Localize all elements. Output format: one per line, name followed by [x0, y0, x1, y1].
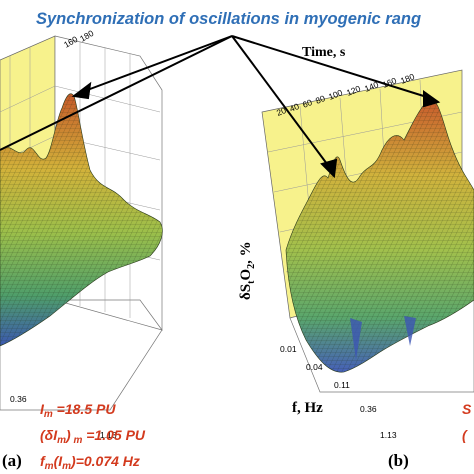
panel-b-time-tick: 80: [314, 93, 327, 106]
panel-a-label: (a): [2, 451, 22, 470]
figure-title: Synchronization of oscillations in myoge…: [36, 10, 421, 28]
panel-a-im-value: Im =18.5 PU: [40, 401, 116, 420]
panel-b-label: (b): [388, 451, 409, 470]
panel-b: Time, s 20 40 60 80 100 120 140 160 180 …: [238, 45, 474, 470]
panel-a-f-tick: 0.36: [10, 394, 27, 404]
panel-b-time-tick: 60: [301, 97, 314, 110]
panel-a-f-tick: 1.13: [100, 430, 117, 440]
panel-b-time-tick: 40: [288, 101, 301, 114]
panel-b-time-axis-title: Time, s: [302, 45, 346, 60]
panel-b-annotation-fragment: S: [462, 401, 472, 417]
panel-b-f-tick: 0.04: [306, 362, 323, 372]
arrow-head: [320, 158, 338, 179]
panel-b-f-axis-label: f, Hz: [292, 400, 323, 416]
arrow-to-panel-a-peak: [81, 35, 233, 93]
synchronization-arrows: [0, 35, 441, 179]
panel-a-surface-mesh: [0, 93, 163, 346]
arrow-to-panel-a-left: [0, 35, 233, 151]
arrow-to-panel-b-left-peak: [231, 35, 331, 169]
panel-b-annotation-fragment: (: [462, 427, 468, 443]
panel-b-f-tick: 0.01: [280, 344, 297, 354]
panel-b-f-tick: 0.36: [360, 404, 377, 414]
panel-b-f-ticks: 0.01 0.04 0.11 0.36 1.13: [280, 344, 397, 440]
panel-a-fm-value: fm(Im)=0.074 Hz: [40, 453, 140, 472]
panel-b-f-tick: 0.11: [334, 380, 350, 390]
panel-a-time-tick: 180: [78, 28, 96, 44]
panel-b-z-axis-label: δStO2, %: [238, 241, 257, 300]
arrow-to-panel-b-right-peak: [231, 35, 431, 99]
arrow-head: [71, 81, 92, 100]
panel-b-f-tick: 1.13: [380, 430, 397, 440]
panel-a: 160 180 0.36 1.13 Im =18.5 PU (δIm) m =1…: [0, 28, 163, 472]
panel-a-dim-value: (δIm) m =1.05 PU: [40, 427, 146, 446]
arrow-head: [423, 90, 441, 108]
panel-b-surface-dips: [350, 316, 416, 360]
